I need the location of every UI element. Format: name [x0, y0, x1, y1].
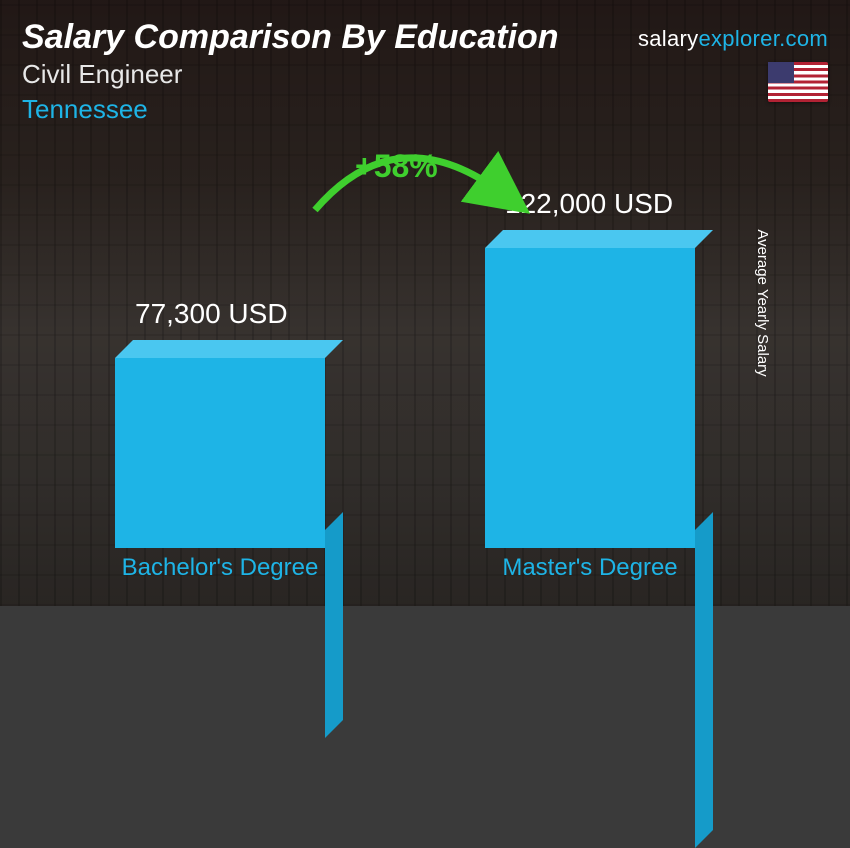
- brand-text: salaryexplorer.com: [638, 26, 828, 52]
- flag-icon: [768, 62, 828, 102]
- bar-front: [115, 358, 325, 548]
- bar-label: Bachelor's Degree: [90, 554, 350, 582]
- bar-chart: 77,300 USD Bachelor's Degree 122,000 USD Ma…: [0, 134, 850, 584]
- bar-value: 77,300 USD: [135, 298, 288, 330]
- bar-label: Master's Degree: [460, 554, 720, 582]
- bar-value: 122,000 USD: [505, 188, 673, 220]
- uplift-label: +58%: [355, 148, 438, 185]
- brand: salaryexplorer.com: [638, 26, 828, 102]
- bar-top: [115, 340, 343, 358]
- bar-side: [325, 512, 343, 738]
- brand-prefix: salary: [638, 26, 699, 51]
- bar-top: [485, 230, 713, 248]
- brand-suffix: explorer.com: [698, 26, 828, 51]
- bar-front: [485, 248, 695, 548]
